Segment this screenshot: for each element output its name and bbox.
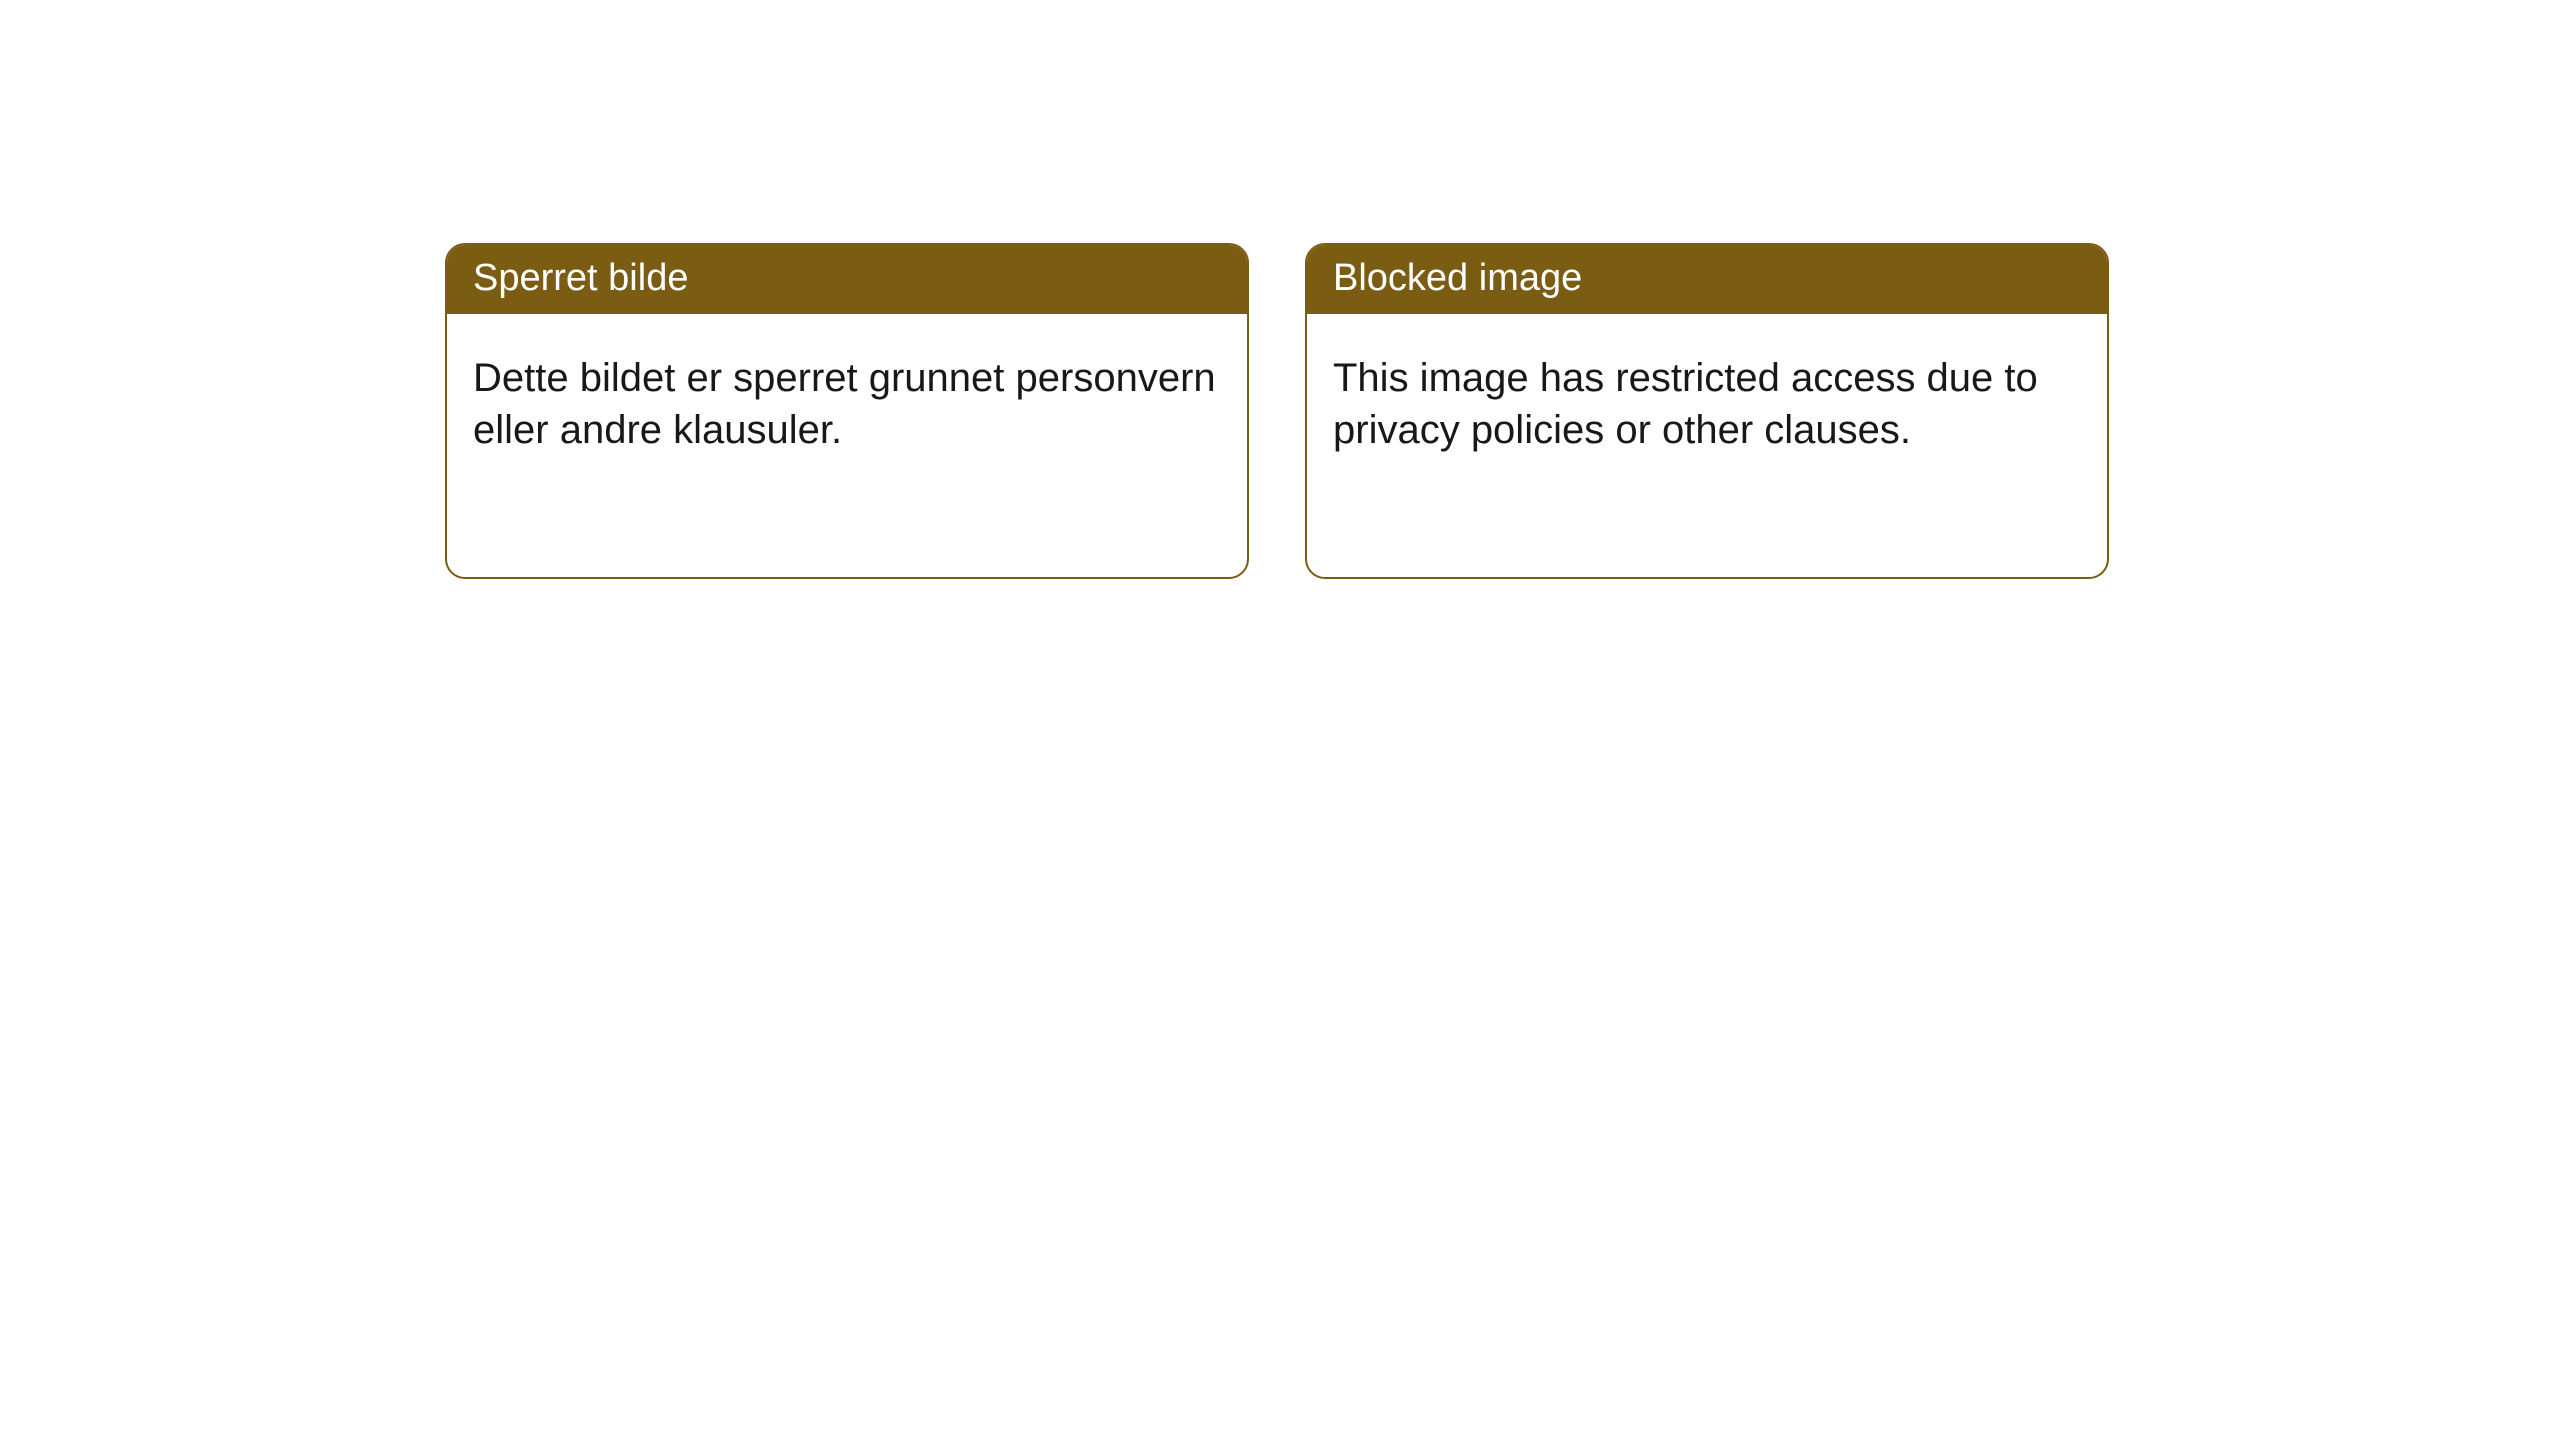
notice-card-en: Blocked image This image has restricted … bbox=[1305, 243, 2109, 579]
notice-title-no: Sperret bilde bbox=[447, 245, 1247, 314]
notice-body-no: Dette bildet er sperret grunnet personve… bbox=[447, 314, 1247, 494]
notice-body-en: This image has restricted access due to … bbox=[1307, 314, 2107, 494]
notice-container: Sperret bilde Dette bildet er sperret gr… bbox=[445, 243, 2109, 579]
notice-title-en: Blocked image bbox=[1307, 245, 2107, 314]
notice-card-no: Sperret bilde Dette bildet er sperret gr… bbox=[445, 243, 1249, 579]
